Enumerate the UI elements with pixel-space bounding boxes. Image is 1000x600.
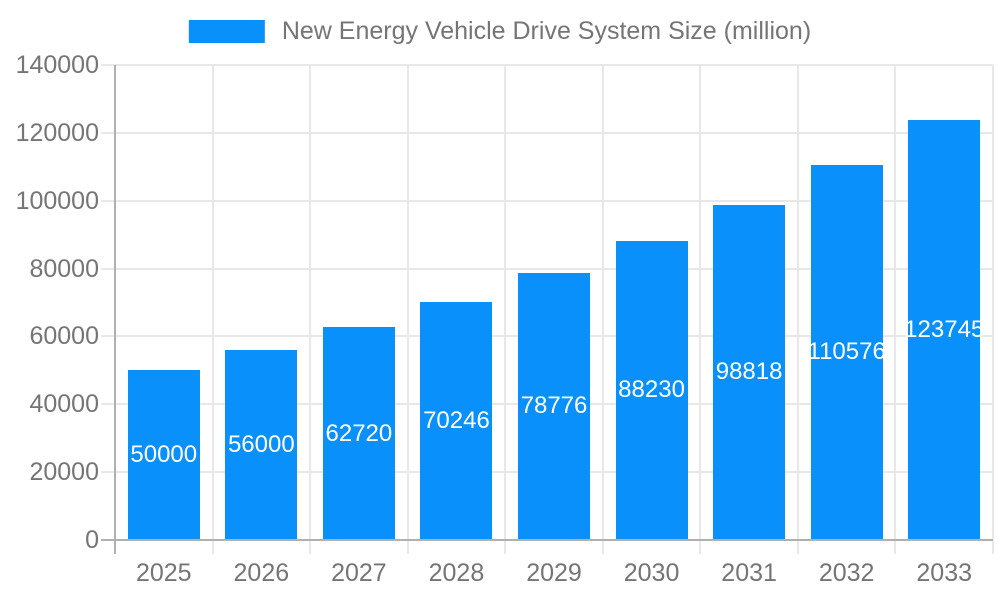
x-axis-label: 2025 xyxy=(135,559,192,587)
bar-2030 xyxy=(615,240,688,540)
x-axis-label: 2029 xyxy=(526,559,582,587)
gridline-vertical xyxy=(504,65,507,554)
gridline-horizontal xyxy=(101,199,993,202)
gridline-horizontal xyxy=(101,267,993,270)
bar-value-label: 88230 xyxy=(618,376,685,404)
bar-2025 xyxy=(127,370,200,540)
y-axis-label: 60000 xyxy=(29,322,99,351)
chart-legend[interactable]: New Energy Vehicle Drive System Size (mi… xyxy=(188,17,812,45)
gridline-vertical xyxy=(211,65,214,554)
x-axis-label: 2031 xyxy=(721,559,777,587)
x-axis-line xyxy=(101,539,993,541)
bar-value-label: 78776 xyxy=(520,392,588,420)
x-axis-label: 2028 xyxy=(428,559,485,587)
y-axis-label: 120000 xyxy=(15,118,99,147)
x-axis-label: 2027 xyxy=(331,559,387,587)
bar-value-label: 98818 xyxy=(715,358,783,386)
gridline-vertical xyxy=(796,65,799,554)
bar-value-label: 56000 xyxy=(227,431,295,458)
y-axis-label: 100000 xyxy=(15,186,99,215)
x-axis-label: 2030 xyxy=(623,559,680,587)
x-axis-label: 2032 xyxy=(818,559,875,587)
gridline-vertical xyxy=(406,65,409,554)
bar-2029 xyxy=(518,272,590,540)
bar-2032 xyxy=(810,164,883,540)
gridline-vertical xyxy=(894,65,897,554)
bar-value-label: 50000 xyxy=(130,441,198,469)
gridline-horizontal xyxy=(101,131,993,134)
y-axis-label: 0 xyxy=(85,526,99,554)
y-axis-label: 40000 xyxy=(29,390,99,419)
y-axis-line xyxy=(114,65,116,554)
y-axis-label: 140000 xyxy=(15,51,99,79)
gridline-vertical xyxy=(601,65,604,554)
bar-2031 xyxy=(713,204,786,540)
bar-2033 xyxy=(908,120,981,540)
legend-swatch-icon xyxy=(188,19,265,43)
bar-value-label: 123745 xyxy=(904,316,985,344)
bar-2027 xyxy=(322,327,395,540)
x-axis-label: 2026 xyxy=(233,559,290,587)
y-axis-label: 80000 xyxy=(29,254,99,283)
gridline-vertical xyxy=(699,65,702,554)
gridline-vertical xyxy=(309,65,312,554)
gridline-vertical xyxy=(992,65,994,554)
gridline-horizontal xyxy=(101,64,993,66)
y-axis-label: 20000 xyxy=(29,458,99,487)
chart-title: New Energy Vehicle Drive System Size (mi… xyxy=(281,17,812,45)
bar-2026 xyxy=(225,350,298,540)
bar-value-label: 70246 xyxy=(423,406,490,434)
bar-value-label: 62720 xyxy=(325,419,393,447)
bar-2028 xyxy=(420,301,493,540)
x-axis-label: 2033 xyxy=(916,559,973,587)
bar-value-label: 110576 xyxy=(807,338,886,366)
